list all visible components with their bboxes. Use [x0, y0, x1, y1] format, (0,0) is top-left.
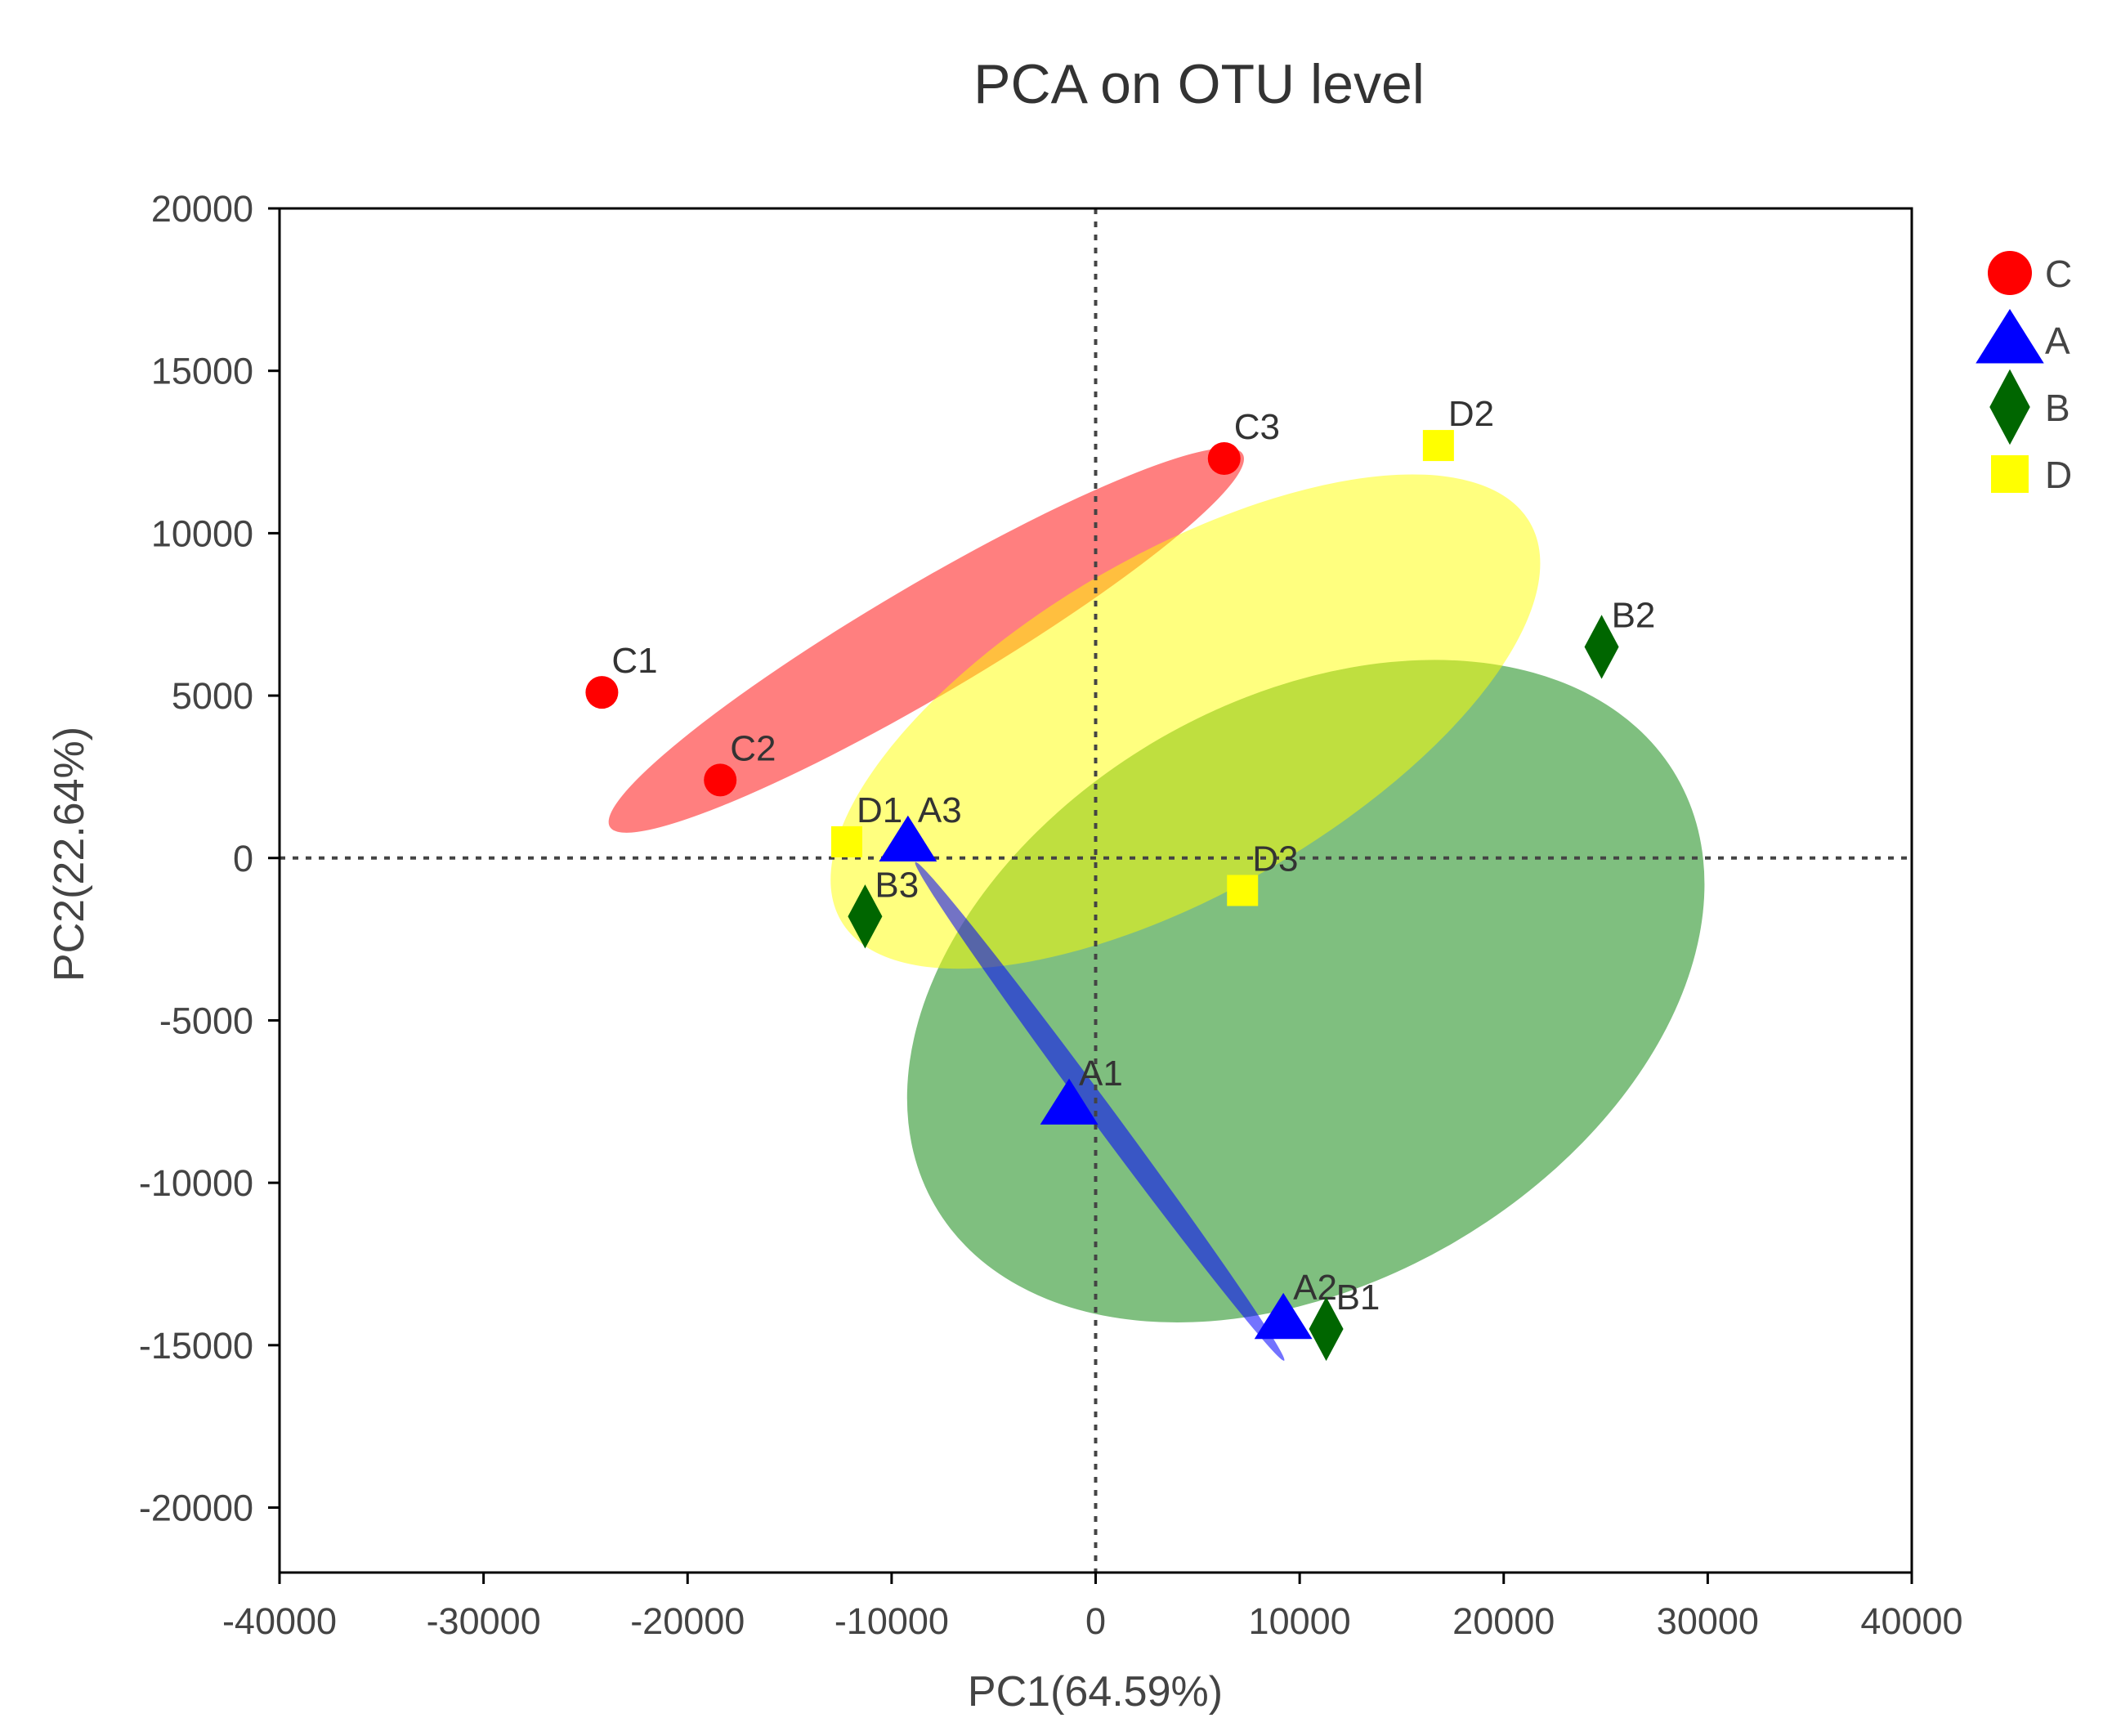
point-label-C3: C3: [1234, 407, 1280, 447]
reference-lines-layer: [280, 208, 1912, 1573]
points-layer: C1 C2 C3 A1 A2 A3 B1 B2 B3 D1 D2 D3: [585, 394, 1656, 1362]
legend-marker-C: [1988, 251, 2032, 295]
ellipses-layer: [608, 448, 1705, 1361]
point-label-D3: D3: [1252, 839, 1298, 879]
y-tick-label: 15000: [151, 351, 253, 392]
legend-marker-D: [1991, 455, 2029, 493]
data-point-D3: [1227, 875, 1259, 906]
x-axis: -40000 -30000 -20000 -10000 0 10000 20000 30000…: [222, 1573, 1963, 1642]
y-tick-label: -5000: [159, 1000, 253, 1041]
x-tick-label: -10000: [835, 1600, 949, 1642]
data-point-A2: [1254, 1292, 1313, 1340]
y-tick-label: 10000: [151, 512, 253, 554]
y-tick-label: 0: [233, 838, 253, 879]
y-axis: 20000 15000 10000 5000 0 -5000 -10000 -15000 -20…: [139, 188, 280, 1529]
data-point-A1: [1040, 1078, 1099, 1125]
legend-label-C: C: [2045, 253, 2072, 295]
legend-label-D: D: [2045, 454, 2072, 496]
confidence-ellipse-A: [915, 861, 1285, 1361]
data-point-C2: [704, 763, 737, 797]
point-label-D1: D1: [857, 790, 902, 830]
point-label-B1: B1: [1336, 1277, 1380, 1318]
x-tick-label: -20000: [630, 1600, 745, 1642]
y-tick-label: 5000: [172, 675, 253, 717]
data-point-B2: [1584, 615, 1619, 679]
x-tick-label: 40000: [1860, 1600, 1962, 1642]
y-tick-label: -20000: [139, 1488, 253, 1529]
y-tick-label: -10000: [139, 1162, 253, 1204]
point-label-A2: A2: [1293, 1268, 1337, 1308]
point-label-D2: D2: [1448, 394, 1494, 434]
confidence-ellipse-D: [830, 474, 1541, 969]
data-point-A3: [879, 815, 937, 862]
x-tick-label: 10000: [1249, 1600, 1351, 1642]
point-label-A1: A1: [1079, 1054, 1123, 1094]
legend-marker-B: [1989, 369, 2030, 445]
point-label-A3: A3: [918, 790, 962, 830]
x-tick-label: 0: [1085, 1600, 1106, 1642]
data-point-C1: [585, 676, 619, 709]
point-label-C2: C2: [730, 728, 776, 768]
data-point-B3: [848, 884, 883, 949]
point-label-B2: B2: [1612, 595, 1656, 635]
legend-marker-A: [1976, 309, 2044, 364]
x-axis-label: PC1(64.59%): [968, 1668, 1223, 1716]
chart-title: PCA on OTU level: [973, 53, 1425, 115]
y-axis-label: PC2(22.64%): [46, 727, 93, 982]
y-tick-label: -15000: [139, 1325, 253, 1367]
x-tick-label: 30000: [1657, 1600, 1759, 1642]
x-tick-label: -30000: [427, 1600, 541, 1642]
legend-label-B: B: [2045, 387, 2070, 429]
data-point-D2: [1422, 430, 1454, 462]
data-point-D1: [830, 825, 862, 857]
x-tick-label: 20000: [1452, 1600, 1555, 1642]
point-label-C1: C1: [611, 641, 657, 681]
data-point-C3: [1207, 441, 1241, 475]
data-point-B1: [1309, 1296, 1344, 1362]
point-label-B3: B3: [875, 865, 919, 905]
legend-label-A: A: [2045, 320, 2070, 362]
x-tick-label: -40000: [222, 1600, 337, 1642]
y-tick-label: 20000: [151, 188, 253, 230]
confidence-ellipse-C: [608, 448, 1244, 833]
